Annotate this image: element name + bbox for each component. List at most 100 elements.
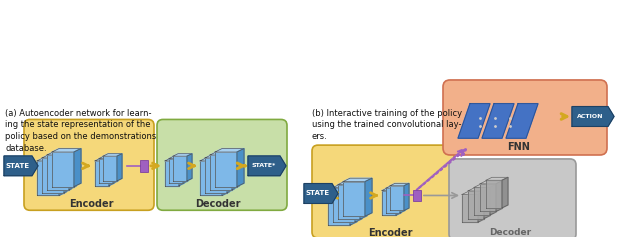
Polygon shape [496, 181, 502, 211]
Text: Decoder: Decoder [489, 228, 531, 237]
Polygon shape [215, 152, 237, 186]
Polygon shape [52, 152, 74, 186]
Polygon shape [47, 151, 76, 155]
Polygon shape [480, 184, 496, 211]
Text: ACTION: ACTION [577, 114, 604, 119]
Text: FNN: FNN [508, 142, 531, 152]
Polygon shape [52, 149, 81, 152]
Polygon shape [328, 187, 357, 191]
Polygon shape [484, 188, 490, 219]
Polygon shape [103, 154, 122, 156]
Polygon shape [486, 177, 508, 180]
Polygon shape [179, 158, 184, 186]
FancyBboxPatch shape [157, 120, 287, 210]
Polygon shape [165, 161, 179, 186]
Polygon shape [458, 104, 490, 138]
Bar [140, 160, 148, 172]
Polygon shape [248, 156, 286, 176]
Polygon shape [462, 192, 484, 194]
Text: STATE: STATE [6, 163, 30, 169]
Polygon shape [390, 186, 404, 210]
Polygon shape [113, 156, 118, 183]
Text: (b) Interactive training of the policy
using the trained convolutional lay-
ers.: (b) Interactive training of the policy u… [312, 108, 462, 141]
Polygon shape [4, 156, 38, 176]
Polygon shape [468, 188, 490, 191]
Polygon shape [74, 149, 81, 186]
Polygon shape [69, 151, 76, 190]
Polygon shape [237, 149, 244, 186]
Polygon shape [502, 177, 508, 208]
Polygon shape [396, 188, 401, 215]
Bar [413, 190, 421, 201]
Polygon shape [390, 183, 409, 186]
Polygon shape [210, 155, 232, 190]
Polygon shape [200, 157, 229, 161]
Polygon shape [173, 154, 192, 156]
Polygon shape [490, 184, 496, 215]
Polygon shape [95, 161, 109, 186]
Polygon shape [183, 156, 188, 183]
Polygon shape [210, 151, 239, 155]
Polygon shape [480, 181, 502, 184]
Polygon shape [404, 183, 409, 210]
Polygon shape [99, 156, 118, 159]
Text: (a) Autoencoder network for learn-
ing the state representation of the
policy ba: (a) Autoencoder network for learn- ing t… [5, 108, 156, 153]
Polygon shape [468, 191, 484, 219]
Polygon shape [64, 155, 71, 192]
Polygon shape [109, 158, 114, 186]
Polygon shape [200, 161, 222, 195]
Polygon shape [37, 161, 59, 195]
Polygon shape [169, 156, 188, 159]
Polygon shape [165, 158, 184, 161]
Polygon shape [338, 185, 360, 219]
Polygon shape [382, 188, 401, 191]
Polygon shape [400, 186, 405, 213]
Text: Encoder: Encoder [368, 228, 412, 238]
Polygon shape [215, 149, 244, 152]
Polygon shape [304, 184, 338, 203]
Text: STATE: STATE [306, 191, 330, 197]
Polygon shape [474, 187, 490, 215]
Polygon shape [506, 104, 538, 138]
Polygon shape [99, 159, 113, 183]
Polygon shape [486, 180, 502, 208]
Polygon shape [386, 188, 400, 213]
Polygon shape [365, 178, 372, 216]
Polygon shape [482, 104, 514, 138]
Polygon shape [474, 184, 496, 187]
Polygon shape [227, 155, 234, 192]
Polygon shape [103, 156, 117, 181]
Polygon shape [42, 158, 64, 192]
Polygon shape [343, 182, 365, 216]
Polygon shape [232, 151, 239, 190]
Polygon shape [350, 187, 357, 225]
Polygon shape [343, 178, 372, 182]
Polygon shape [382, 191, 396, 215]
Polygon shape [386, 186, 405, 188]
Polygon shape [117, 154, 122, 181]
Text: Encoder: Encoder [68, 199, 113, 210]
Polygon shape [42, 155, 71, 158]
Polygon shape [355, 184, 362, 222]
Polygon shape [169, 159, 183, 183]
Polygon shape [360, 181, 367, 219]
Polygon shape [333, 184, 362, 188]
Polygon shape [95, 158, 114, 161]
Polygon shape [328, 191, 350, 225]
FancyBboxPatch shape [449, 159, 576, 240]
FancyBboxPatch shape [312, 145, 454, 238]
Text: STATE*: STATE* [252, 163, 276, 168]
Polygon shape [222, 157, 229, 195]
FancyBboxPatch shape [443, 80, 607, 155]
Polygon shape [205, 155, 234, 158]
Polygon shape [462, 194, 478, 222]
Polygon shape [47, 155, 69, 190]
Polygon shape [205, 158, 227, 192]
Polygon shape [173, 156, 187, 181]
Polygon shape [333, 188, 355, 222]
Polygon shape [478, 192, 484, 222]
Polygon shape [59, 157, 66, 195]
Polygon shape [572, 107, 614, 126]
Polygon shape [187, 154, 192, 181]
Polygon shape [37, 157, 66, 161]
